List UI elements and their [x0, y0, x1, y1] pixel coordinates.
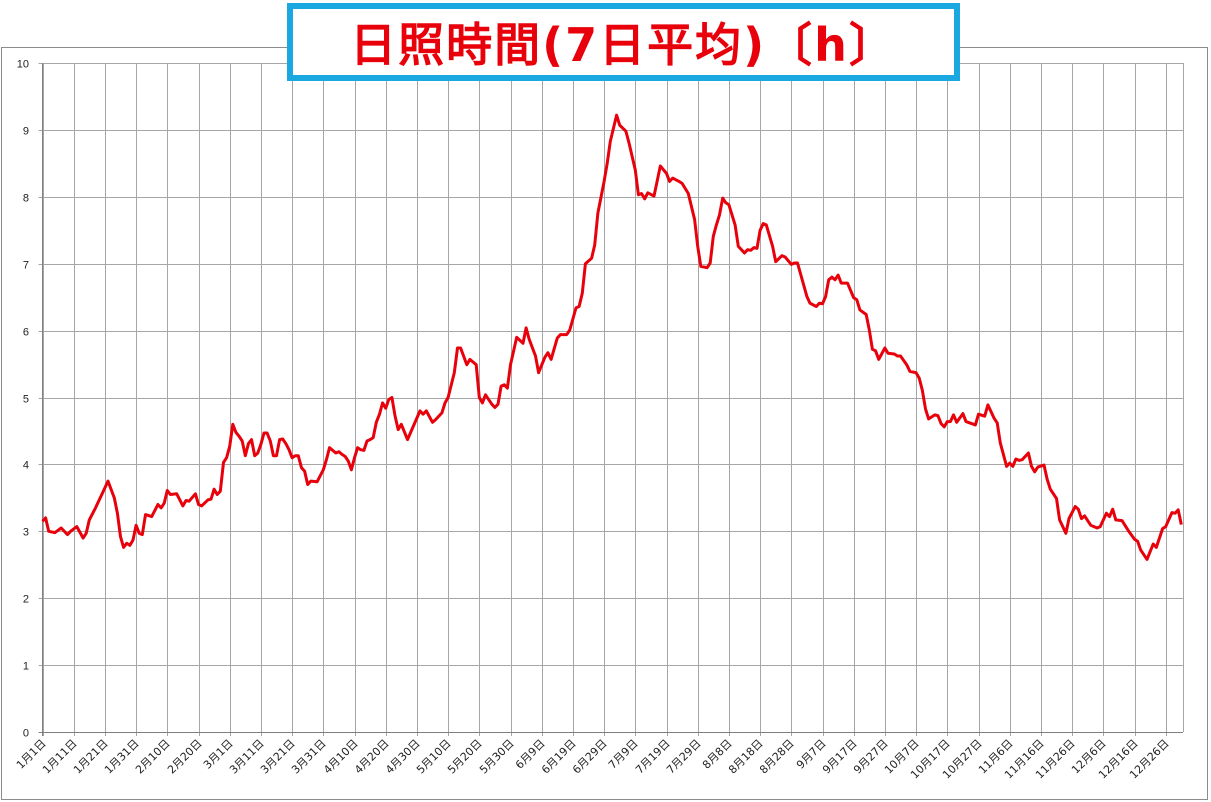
y-tick-label: 10 [17, 59, 29, 71]
y-tick-label: 7 [23, 260, 29, 272]
y-tick-label: 5 [23, 394, 29, 406]
y-tick-label: 1 [23, 661, 29, 673]
y-tick-label: 0 [23, 728, 29, 740]
y-tick-label: 3 [23, 527, 29, 539]
chart-title: 日照時間(7日平均)〔h〕 [350, 18, 897, 72]
series-layer [41, 113, 1183, 561]
series-line [41, 113, 1183, 561]
gridlines [38, 63, 1184, 736]
y-tick-label: 6 [23, 327, 29, 339]
chart-title-box: 日照時間(7日平均)〔h〕 [287, 3, 960, 81]
y-tick-label: 2 [23, 594, 29, 606]
y-tick-label: 4 [23, 460, 29, 472]
y-axis-tick-labels: 0 1 2 3 4 5 6 7 8 9 10 [17, 59, 29, 740]
y-tick-label: 8 [23, 193, 29, 205]
y-tick-label: 9 [23, 126, 29, 138]
